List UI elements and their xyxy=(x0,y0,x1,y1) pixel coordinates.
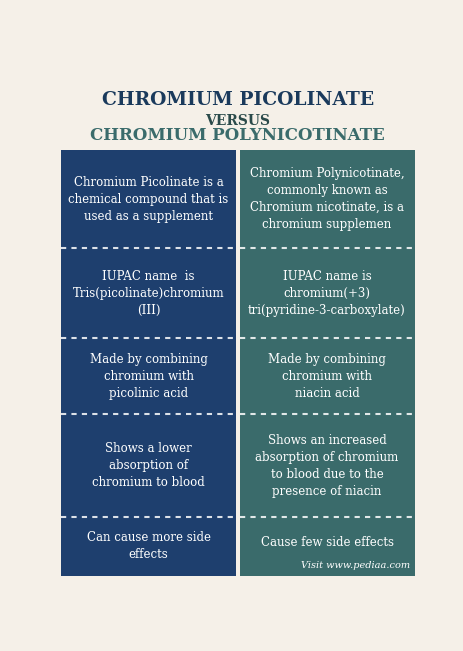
Bar xyxy=(61,338,236,414)
Text: Chromium Picolinate is a
chemical compound that is
used as a supplement: Chromium Picolinate is a chemical compou… xyxy=(69,176,228,223)
Text: IUPAC name  is
Tris(picolinate)chromium
(III): IUPAC name is Tris(picolinate)chromium (… xyxy=(73,270,224,316)
Bar xyxy=(61,150,236,248)
Bar xyxy=(239,248,413,338)
Text: Shows a lower
absorption of
chromium to blood: Shows a lower absorption of chromium to … xyxy=(92,442,205,489)
Bar xyxy=(239,414,413,518)
Text: CHROMIUM PICOLINATE: CHROMIUM PICOLINATE xyxy=(101,91,373,109)
Bar xyxy=(239,150,413,248)
Bar xyxy=(61,518,236,575)
Text: Chromium Polynicotinate,
commonly known as
Chromium nicotinate, is a
chromium su: Chromium Polynicotinate, commonly known … xyxy=(249,167,403,231)
Bar xyxy=(239,518,413,575)
Bar xyxy=(239,338,413,414)
Text: Visit www.pediaa.com: Visit www.pediaa.com xyxy=(300,561,409,570)
Text: Made by combining
chromium with
niacin acid: Made by combining chromium with niacin a… xyxy=(268,353,385,400)
Text: Cause few side effects: Cause few side effects xyxy=(260,536,393,549)
Text: Can cause more side
effects: Can cause more side effects xyxy=(87,531,210,561)
Text: Made by combining
chromium with
picolinic acid: Made by combining chromium with picolini… xyxy=(89,353,207,400)
Text: VERSUS: VERSUS xyxy=(205,115,270,128)
Bar xyxy=(61,414,236,518)
Text: Shows an increased
absorption of chromium
to blood due to the
presence of niacin: Shows an increased absorption of chromiu… xyxy=(255,434,398,498)
Bar xyxy=(61,248,236,338)
Text: IUPAC name is
chromium(+3)
tri(pyridine-3-carboxylate): IUPAC name is chromium(+3) tri(pyridine-… xyxy=(248,270,405,316)
Text: CHROMIUM POLYNICOTINATE: CHROMIUM POLYNICOTINATE xyxy=(90,128,384,145)
